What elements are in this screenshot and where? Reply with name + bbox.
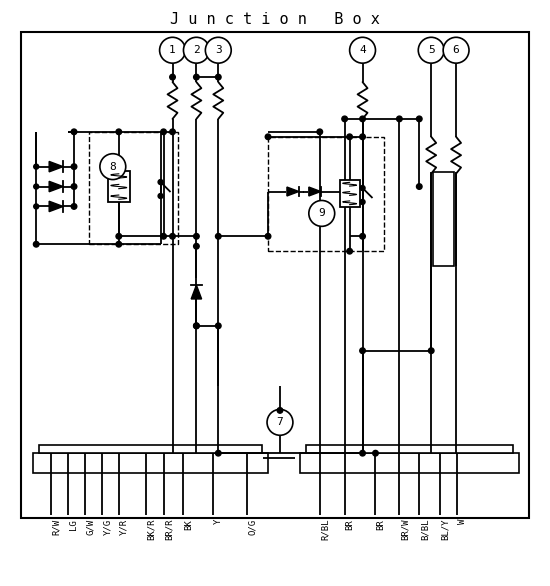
Circle shape [116,241,122,247]
Text: BK: BK [184,519,194,530]
Text: 5: 5 [428,45,435,55]
Circle shape [360,451,365,456]
Circle shape [360,116,365,122]
Circle shape [158,193,163,199]
Circle shape [416,184,422,189]
Circle shape [342,116,348,122]
Text: 6: 6 [453,45,459,55]
Circle shape [216,323,221,329]
Bar [33,453,268,473]
Polygon shape [49,161,63,172]
Circle shape [360,186,365,190]
Circle shape [194,74,199,80]
Text: J u n c t i o n   B o x: J u n c t i o n B o x [170,12,380,27]
Polygon shape [191,285,202,299]
Text: 7: 7 [277,417,283,427]
Text: Y/R: Y/R [120,519,129,535]
Bar [340,179,360,207]
Text: 8: 8 [109,162,116,172]
Circle shape [347,134,353,139]
Circle shape [347,248,353,254]
Circle shape [194,243,199,249]
Circle shape [309,200,335,226]
Text: LG: LG [69,519,78,530]
Text: BK/R: BK/R [147,519,156,540]
Circle shape [216,74,221,80]
Text: BR/R: BR/R [164,519,174,540]
Circle shape [350,38,376,63]
Bar [21,32,529,518]
Circle shape [170,74,175,80]
Circle shape [194,323,199,329]
Circle shape [265,134,271,139]
Circle shape [216,451,221,456]
Circle shape [116,129,122,135]
Circle shape [428,348,434,353]
Polygon shape [49,181,63,192]
Circle shape [34,184,38,189]
Circle shape [34,164,38,169]
Circle shape [277,408,283,413]
Circle shape [360,348,365,353]
Circle shape [418,38,444,63]
Circle shape [265,233,271,239]
Text: BR/W: BR/W [400,519,409,540]
Text: 4: 4 [359,45,366,55]
Circle shape [194,323,199,329]
Circle shape [158,179,163,185]
Text: BR: BR [345,519,355,530]
Polygon shape [287,187,299,196]
Circle shape [267,410,293,435]
Circle shape [216,233,221,239]
Text: Y/G: Y/G [103,519,112,535]
Circle shape [194,233,199,239]
Circle shape [34,241,39,247]
Circle shape [116,233,122,239]
Bar [300,453,519,473]
Bar [39,445,262,453]
Bar [306,445,513,453]
Circle shape [100,154,126,179]
Circle shape [72,129,77,135]
Circle shape [72,204,77,209]
Polygon shape [49,201,63,212]
Circle shape [160,38,185,63]
Circle shape [34,204,38,209]
Circle shape [416,116,422,122]
Circle shape [161,129,166,135]
Bar [89,132,179,244]
Text: Y: Y [214,519,223,524]
Text: 3: 3 [215,45,222,55]
Bar [268,137,384,251]
Text: R/W: R/W [52,519,61,535]
Circle shape [397,116,402,122]
Circle shape [170,233,175,239]
Circle shape [184,38,210,63]
Circle shape [72,184,77,189]
Circle shape [72,164,77,169]
Bar [108,171,130,202]
Circle shape [373,451,378,456]
Polygon shape [309,187,321,196]
Circle shape [360,134,365,139]
Text: 2: 2 [193,45,200,55]
Text: BR: BR [377,519,386,530]
Text: BL/Y: BL/Y [441,519,450,540]
Bar [433,172,454,266]
Text: W: W [458,519,467,524]
Text: 9: 9 [318,209,325,219]
Text: B/BL: B/BL [420,519,429,540]
Text: 1: 1 [169,45,176,55]
Text: G/W: G/W [86,519,95,535]
Circle shape [360,199,365,205]
Circle shape [161,233,166,239]
Text: O/G: O/G [248,519,257,535]
Circle shape [360,233,365,239]
Circle shape [317,129,322,135]
Circle shape [205,38,231,63]
Circle shape [443,38,469,63]
Circle shape [170,129,175,135]
Text: R/BL: R/BL [321,519,330,540]
